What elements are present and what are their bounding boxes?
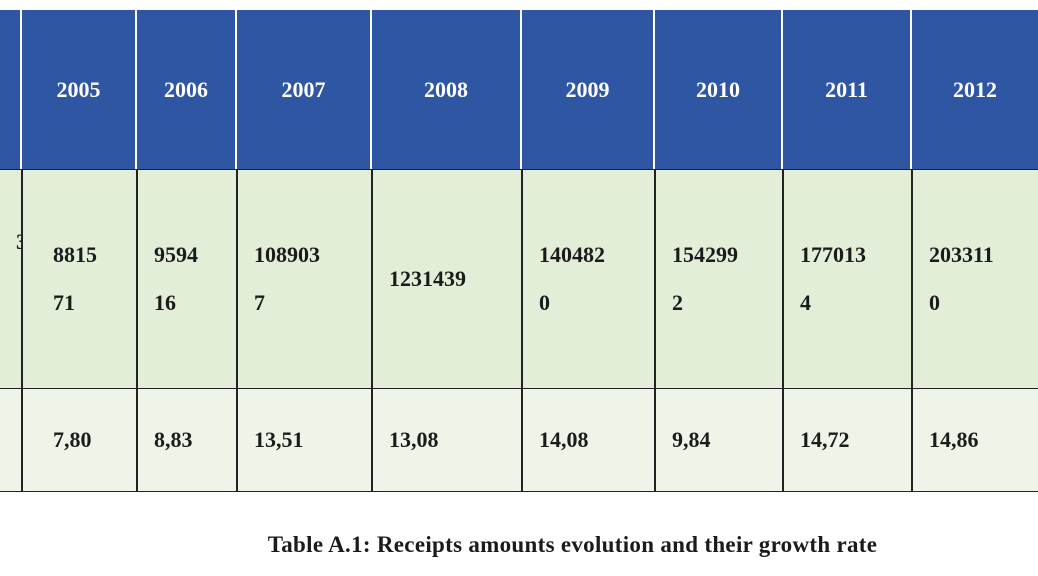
cell-text: 2012	[953, 76, 997, 102]
header-cell	[0, 10, 22, 169]
caption: Table A.1: Receipts amounts evolution an…	[267, 532, 878, 557]
data-cell: 8,83	[137, 388, 237, 492]
data-cell	[0, 388, 22, 492]
cell-text: 1089037	[254, 242, 320, 315]
cell-text: 14,72	[800, 427, 850, 452]
cell-text: 1770134	[800, 242, 866, 315]
cell-text: 959416	[154, 242, 198, 315]
cell-text: 2005	[56, 76, 101, 102]
header-cell: 2006	[137, 10, 237, 169]
cell-text: 1231439	[389, 266, 466, 291]
data-cell: 1770134	[783, 169, 912, 389]
cell-text: 2009	[565, 76, 610, 102]
cell-text: 14,08	[539, 427, 589, 452]
header-cell: 2008	[372, 10, 522, 169]
data-cell: 2033110	[912, 169, 1038, 389]
cell-text: 2033110	[929, 242, 994, 315]
data-cell: 9,84	[655, 388, 783, 492]
data-cell: 13,08	[372, 388, 522, 492]
data-cell: 1089037	[237, 169, 372, 389]
data-cell: 14,86	[912, 388, 1038, 492]
data-cell: 959416	[137, 169, 237, 389]
header-cell: 2005	[22, 10, 137, 169]
data-cell: 1542992	[655, 169, 783, 389]
data-cell: 7,80	[22, 388, 137, 492]
data-cell: 1404820	[522, 169, 655, 389]
data-cell: 14,72	[783, 388, 912, 492]
header-cell: 2012	[912, 10, 1038, 169]
cell-text: 881571	[53, 242, 97, 315]
cell-text: 9,84	[672, 427, 711, 452]
data-cell: 881571	[22, 169, 137, 389]
data-cell: 1231439	[372, 169, 522, 389]
header-cell: 2010	[655, 10, 783, 169]
cell-text: 2010	[696, 76, 740, 102]
header-cell: 2009	[522, 10, 655, 169]
cell-text: 7,80	[53, 427, 92, 452]
cell-text: 2006	[164, 76, 208, 102]
cell-text: 1404820	[539, 242, 605, 315]
cell-text: 13,08	[389, 427, 439, 452]
cell-text: 2011	[825, 76, 868, 102]
cell-text: 1542992	[672, 242, 738, 315]
data-cell: 13,51	[237, 388, 372, 492]
cell-text: 3	[16, 218, 27, 266]
data-cell: 3	[0, 169, 27, 389]
cell-text: 2007	[281, 76, 326, 102]
cell-text: 13,51	[254, 427, 304, 452]
cell-text: 8,83	[154, 427, 193, 452]
cell-text: 14,86	[929, 427, 979, 452]
data-cell: 14,08	[522, 388, 655, 492]
header-cell: 2011	[783, 10, 912, 169]
header-cell: 2007	[237, 10, 372, 169]
cell-text: 2008	[424, 76, 468, 102]
